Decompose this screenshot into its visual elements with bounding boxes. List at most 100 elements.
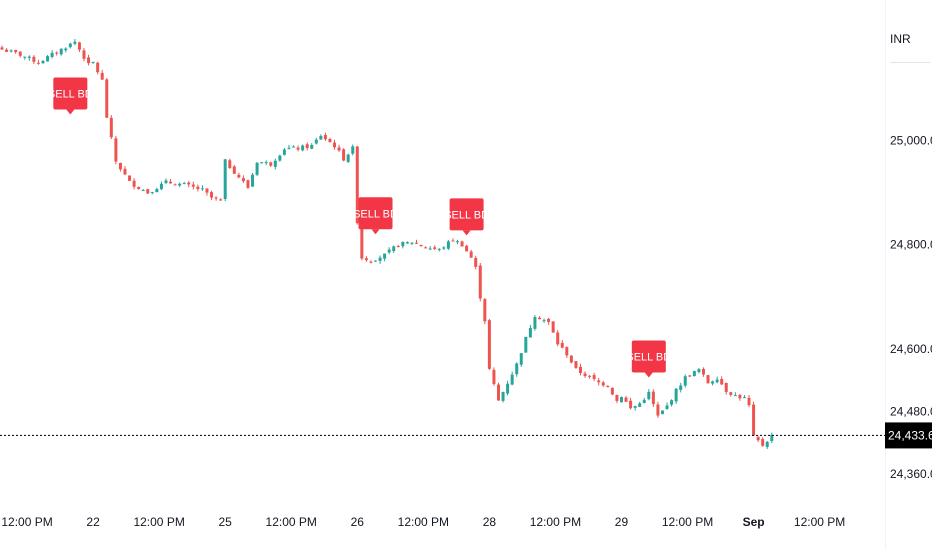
candle <box>770 432 774 444</box>
signal-markers: SELL BD SELL BD SELL BD SELL BD <box>48 77 671 378</box>
candle <box>169 178 173 184</box>
candle-body <box>355 146 359 224</box>
candle <box>692 370 696 377</box>
candle <box>706 374 710 384</box>
candle-body <box>442 247 446 249</box>
candle-body <box>610 387 614 395</box>
candle-body <box>278 155 282 161</box>
candle-body <box>169 181 173 184</box>
sell-signal-marker[interactable]: SELL BD <box>444 198 489 236</box>
candle-body <box>27 56 31 58</box>
candle-body <box>683 376 687 386</box>
candle-body <box>5 49 9 52</box>
candle <box>173 183 177 186</box>
candle <box>273 158 277 170</box>
candle <box>73 39 77 46</box>
candle <box>155 187 159 193</box>
candle <box>565 346 569 358</box>
candle <box>14 49 18 54</box>
candle-body <box>36 62 40 64</box>
candle-body <box>246 180 250 188</box>
candle-body <box>9 50 13 52</box>
sell-signal-pointer <box>462 230 471 236</box>
candle <box>715 376 719 384</box>
candle-body <box>91 61 95 63</box>
candle-body <box>670 400 674 405</box>
candle <box>364 256 368 262</box>
candle-body <box>752 404 756 436</box>
candle <box>310 143 314 150</box>
candle <box>123 166 127 176</box>
price-axis[interactable]: 25,000.00 24,800.00 24,600.00 24,480.00 24,3… <box>890 134 932 481</box>
candle-body <box>510 374 514 385</box>
candle <box>606 385 610 388</box>
time-axis[interactable]: 12:00 PM 22 12:00 PM 25 12:00 PM 26 12:00 PM 28… <box>1 515 845 529</box>
candle <box>560 340 564 349</box>
candle <box>109 115 113 140</box>
candle <box>510 371 514 386</box>
candle-body <box>273 160 277 167</box>
sell-signal-label: SELL BD <box>353 208 398 220</box>
candle <box>59 48 63 56</box>
candle-body <box>100 72 104 80</box>
candle <box>547 317 551 325</box>
candle <box>387 247 391 255</box>
y-tick-label: 24,360.00 <box>890 467 932 481</box>
candle <box>228 158 232 169</box>
candle <box>264 160 268 166</box>
candle <box>410 242 414 246</box>
candle-body <box>697 369 701 373</box>
candle <box>615 394 619 404</box>
candle-body <box>310 144 314 149</box>
sell-signal-marker[interactable]: SELL BD <box>48 77 93 115</box>
candle-body <box>319 136 323 140</box>
candle-body <box>196 186 200 190</box>
candle-body <box>23 56 27 58</box>
candle-body <box>82 50 86 59</box>
candle-body <box>528 328 532 338</box>
candle <box>670 399 674 407</box>
x-tick-label: 12:00 PM <box>133 515 184 529</box>
candle <box>114 135 118 165</box>
candle <box>150 191 154 195</box>
sell-signal-marker[interactable]: SELL BD <box>353 197 398 235</box>
candle-body <box>187 182 191 185</box>
candle-body <box>46 56 50 62</box>
currency-label: INR <box>890 32 911 46</box>
candle-body <box>701 368 705 375</box>
candle-body <box>269 162 273 166</box>
candle-body <box>18 51 22 56</box>
sell-signal-marker[interactable]: SELL BD <box>626 340 671 378</box>
candle-body <box>118 163 122 170</box>
candle-body <box>437 248 441 250</box>
candle <box>624 395 628 403</box>
candle-body <box>419 244 423 247</box>
candle-body <box>742 397 746 399</box>
candle-body <box>496 384 500 401</box>
candle-body <box>383 253 387 259</box>
candle-body <box>533 316 537 329</box>
candle-body <box>68 43 72 48</box>
candle <box>205 188 209 196</box>
candle <box>474 255 478 270</box>
candle <box>178 182 182 188</box>
candle-body <box>364 258 368 261</box>
candle <box>542 318 546 323</box>
candle <box>105 78 109 119</box>
candle-body <box>738 395 742 399</box>
candle <box>487 318 491 371</box>
candle <box>492 367 496 386</box>
candle <box>219 198 223 201</box>
candle-body <box>756 436 760 441</box>
candle <box>629 397 633 410</box>
candle-body <box>173 184 177 186</box>
candle <box>27 55 31 61</box>
candle-body <box>451 240 455 242</box>
candle <box>132 178 136 190</box>
candle-body <box>660 410 664 415</box>
candle-body <box>588 375 592 377</box>
candle <box>187 181 191 188</box>
candle-body <box>182 183 186 185</box>
